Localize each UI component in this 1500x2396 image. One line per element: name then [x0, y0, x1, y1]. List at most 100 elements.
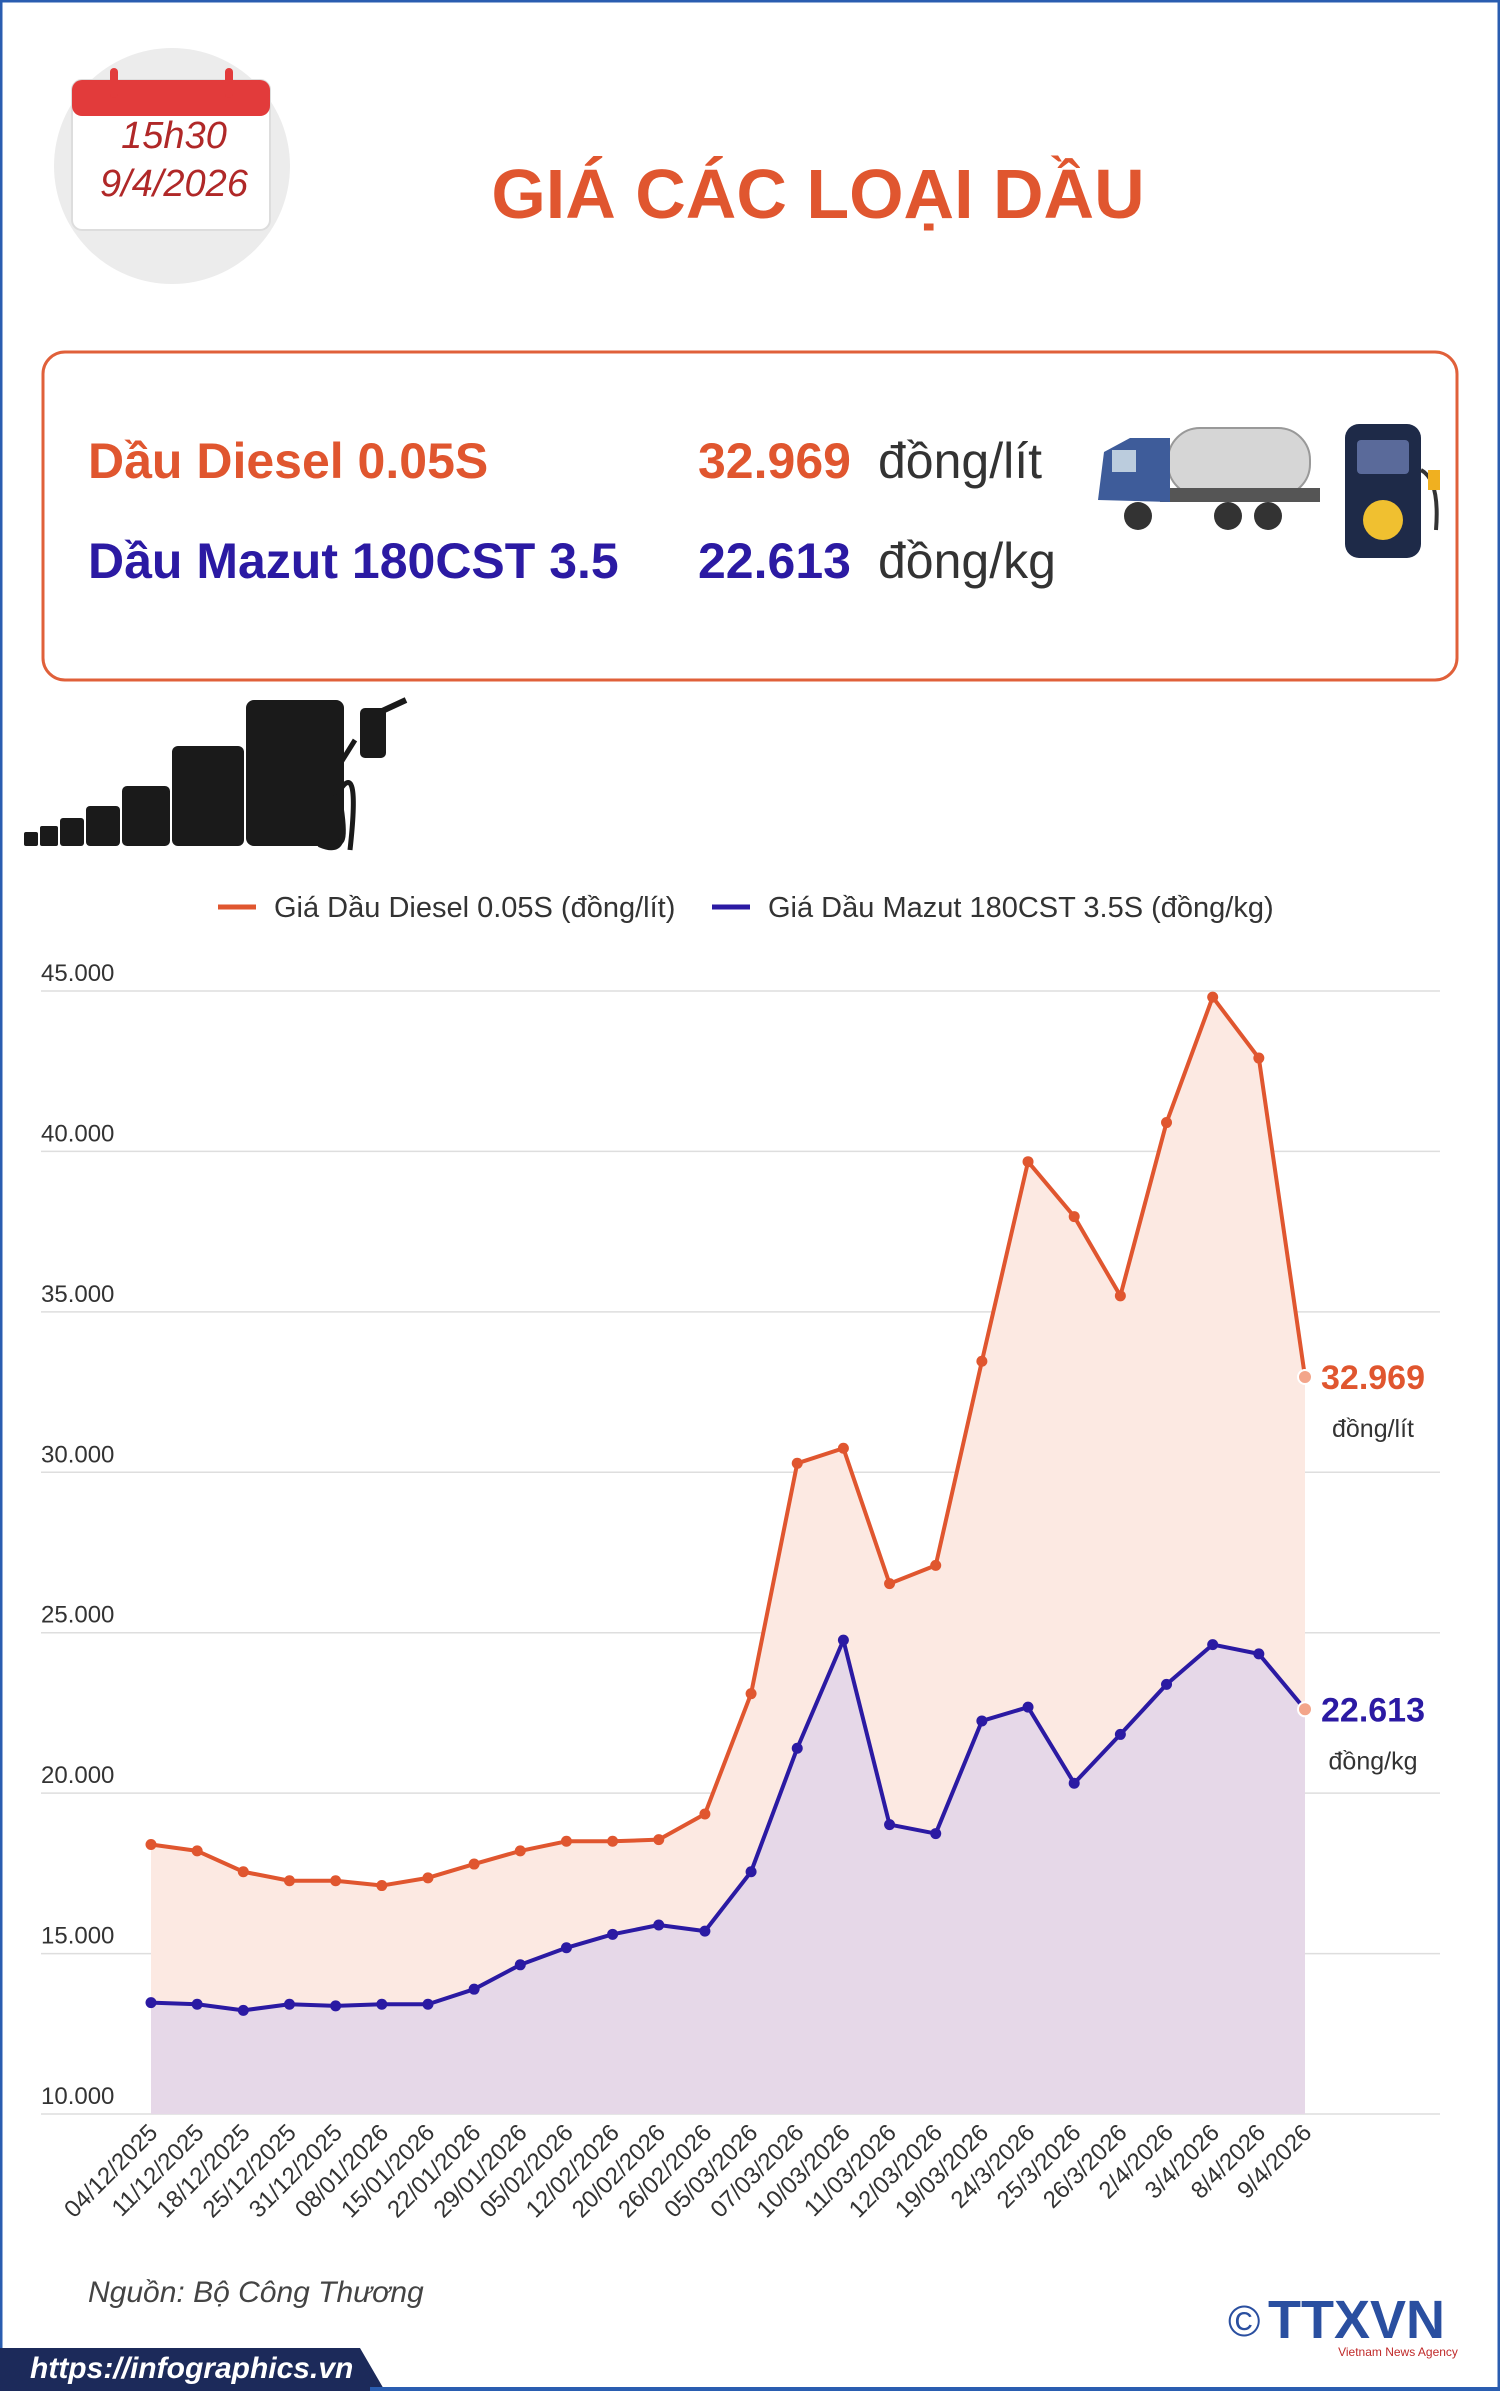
point — [376, 1880, 388, 1892]
y-tick-label: 25.000 — [41, 1602, 114, 1629]
point — [791, 1457, 803, 1469]
title: GIÁ CÁC LOẠI DẦU — [491, 155, 1144, 233]
pump-hose — [1419, 468, 1439, 531]
point — [1253, 1052, 1265, 1064]
chassis — [1160, 488, 1320, 502]
legend-label: Giá Dầu Diesel 0.05S (đồng/lít) — [274, 892, 675, 924]
point — [1022, 1701, 1034, 1713]
point — [653, 1834, 665, 1846]
point — [884, 1819, 896, 1831]
pump-badge — [1363, 500, 1403, 540]
point — [607, 1835, 619, 1847]
point — [1114, 1290, 1126, 1302]
point — [976, 1715, 988, 1727]
point — [1207, 1639, 1219, 1651]
source: Nguồn: Bộ Công Thương — [88, 2276, 424, 2309]
point — [560, 1942, 572, 1954]
barrel — [60, 818, 84, 846]
y-tick-label: 15.000 — [41, 1923, 114, 1950]
point — [745, 1866, 757, 1878]
point — [1297, 1369, 1313, 1386]
barrels-icon — [24, 697, 408, 851]
info-price: 32.969 — [698, 433, 851, 489]
calendar-ring — [225, 68, 233, 98]
pump-icon — [1345, 424, 1440, 558]
agency: Vietnam News Agency — [1338, 2345, 1458, 2359]
info-name: Dầu Diesel 0.05S — [88, 433, 488, 489]
point — [514, 1845, 526, 1857]
y-tick-label: 40.000 — [41, 1120, 114, 1147]
nozzle-tip — [378, 697, 408, 715]
point — [1297, 1701, 1313, 1718]
info-unit: đồng/kg — [878, 533, 1056, 589]
y-tick-label: 35.000 — [41, 1281, 114, 1308]
point — [514, 1959, 526, 1971]
legend-label: Giá Dầu Mazut 180CST 3.5S (đồng/kg) — [768, 892, 1274, 924]
point — [837, 1634, 849, 1646]
url: https://infographics.vn — [30, 2352, 353, 2385]
value-label: 22.613 — [1321, 1691, 1425, 1729]
area — [151, 1640, 1305, 2114]
calendar-icon — [71, 68, 271, 231]
date: 9/4/2026 — [100, 163, 249, 205]
point — [930, 1828, 942, 1840]
point — [468, 1858, 480, 1870]
point — [699, 1808, 711, 1820]
truck-icon — [1098, 427, 1320, 530]
line — [150, 995, 1307, 1888]
pump-screen — [1357, 440, 1409, 474]
calendar-ring — [110, 68, 118, 98]
tank — [1167, 427, 1311, 497]
point — [1114, 1728, 1126, 1740]
point — [468, 1983, 480, 1995]
point — [422, 1998, 434, 2010]
point — [283, 1998, 295, 2010]
point — [376, 1998, 388, 2010]
url-band — [0, 2348, 385, 2391]
point — [837, 1442, 849, 1454]
info-box — [41, 350, 1459, 682]
point — [1161, 1678, 1173, 1690]
point — [976, 1355, 988, 1367]
info-unit: đồng/lít — [878, 433, 1042, 489]
point — [145, 1838, 157, 1850]
point — [1253, 1648, 1265, 1660]
y-tick-label: 20.000 — [41, 1762, 114, 1789]
info-price: 22.613 — [698, 533, 851, 589]
point — [145, 1997, 157, 2009]
value-unit: đồng/kg — [1329, 1747, 1418, 1775]
point — [237, 2004, 249, 2016]
point — [422, 1872, 434, 1884]
value-unit: đồng/lít — [1332, 1415, 1414, 1443]
point — [607, 1928, 619, 1940]
point — [930, 1559, 942, 1571]
barrel — [40, 826, 58, 846]
point — [283, 1875, 295, 1887]
time: 15h30 — [121, 115, 227, 157]
chart: Giá Dầu Diesel 0.05S (đồng/lít) Giá Dầu M… — [41, 892, 1440, 2223]
pump-nozzle — [1428, 470, 1440, 490]
point — [653, 1919, 665, 1931]
copyright: © — [1228, 2297, 1260, 2346]
point — [1022, 1156, 1034, 1168]
y-tick-label: 45.000 — [41, 960, 114, 987]
point — [330, 1875, 342, 1887]
barrel — [172, 746, 244, 846]
point — [699, 1925, 711, 1937]
nozzle — [360, 708, 386, 758]
point — [745, 1688, 757, 1700]
wheel — [1124, 502, 1152, 530]
calendar-top — [72, 80, 270, 116]
window — [1112, 450, 1136, 472]
logo: TTXVN — [1268, 2290, 1445, 2350]
point — [560, 1835, 572, 1847]
point — [191, 1845, 203, 1857]
point — [1161, 1117, 1173, 1129]
barrel — [86, 806, 120, 846]
y-tick-label: 30.000 — [41, 1441, 114, 1468]
y-tick-label: 10.000 — [41, 2083, 114, 2110]
point — [237, 1866, 249, 1878]
point — [330, 2000, 342, 2012]
